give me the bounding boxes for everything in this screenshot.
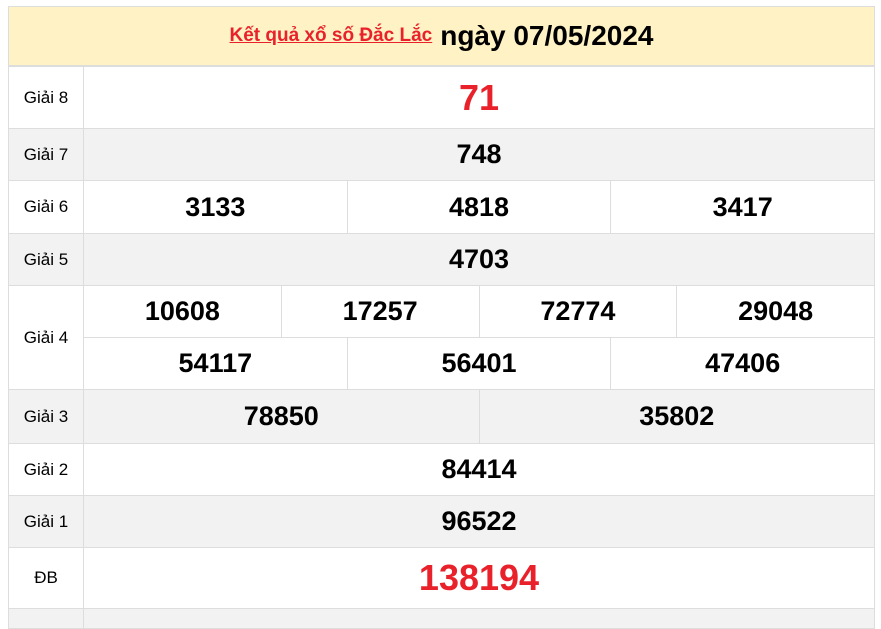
prize-number: 3417 — [610, 181, 874, 233]
prize-number: 138194 — [83, 547, 875, 609]
prize-number: 78850 — [243, 401, 319, 431]
prize-label: Giải 5 — [8, 233, 84, 286]
prize-number: 84414 — [83, 443, 875, 496]
prize-number: 3133 — [185, 191, 246, 222]
prize-number: 10608 — [144, 296, 220, 326]
prize-label: Giải 6 — [8, 180, 84, 234]
prize-number: 748 — [83, 128, 875, 181]
prize-label: Giải 1 — [8, 495, 84, 548]
results-table: Kết quả xổ số Đắc Lắc ngày 07/05/2024 Gi… — [8, 6, 875, 629]
prize-label: ĐB — [8, 547, 84, 609]
prize-label: Giải 8 — [8, 66, 84, 129]
prize-row-7: Giải 7 748 — [8, 128, 875, 181]
table-header: Kết quả xổ số Đắc Lắc ngày 07/05/2024 — [8, 6, 875, 66]
prize-row-8: Giải 8 71 — [8, 66, 875, 129]
prize-number: 56401 — [346, 338, 611, 389]
prize-label: Giải 4 — [8, 285, 84, 390]
prize-label: Giải 7 — [8, 128, 84, 181]
prize-row-special: ĐB 138194 — [8, 547, 875, 609]
prize-number: 71 — [83, 66, 875, 129]
prize-number: 54117 — [178, 348, 253, 378]
prize-row-2: Giải 2 84414 — [8, 443, 875, 496]
prize-number: 29048 — [676, 286, 874, 337]
prize-number: 35802 — [478, 390, 875, 443]
next-row-partial — [8, 608, 875, 629]
prize-row-5: Giải 5 4703 — [8, 233, 875, 286]
prize-row-1: Giải 1 96522 — [8, 495, 875, 548]
prize-number: 17257 — [280, 286, 479, 337]
prize-row-3: Giải 3 78850 35802 — [8, 389, 875, 444]
prize-number: 72774 — [478, 286, 677, 337]
prize-number: 4818 — [346, 181, 611, 233]
province-results-link[interactable]: Kết quả xổ số Đắc Lắc — [229, 25, 433, 46]
prize-row-4: Giải 4 10608 17257 72774 29048 54117 56401 47… — [8, 285, 875, 390]
draw-date: ngày 07/05/2024 — [440, 20, 654, 51]
prize-label: Giải 3 — [8, 389, 84, 444]
prize-number: 96522 — [83, 495, 875, 548]
prize-label: Giải 2 — [8, 443, 84, 496]
prize-number: 4703 — [83, 233, 875, 286]
prize-number: 47406 — [610, 338, 874, 389]
prize-row-6: Giải 6 3133 4818 3417 — [8, 180, 875, 234]
